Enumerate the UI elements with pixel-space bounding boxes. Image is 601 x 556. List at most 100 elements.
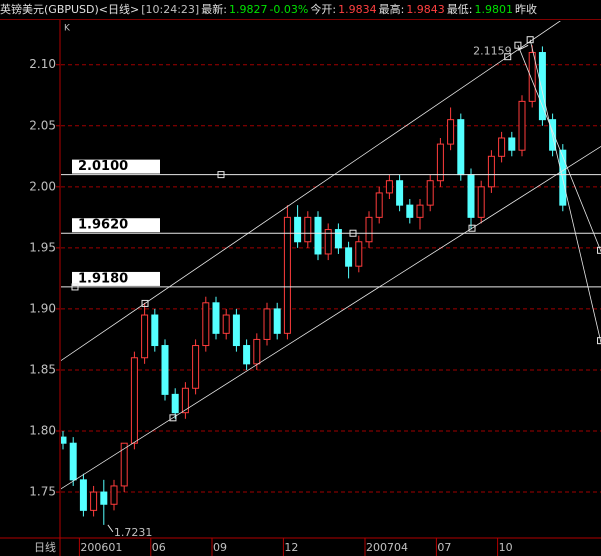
x-tick-label: 06 [152,541,166,554]
candle-body [273,308,281,334]
y-tick-label: 2.00 [29,179,56,193]
candle-body [202,302,210,347]
quote-label: 最低: [446,3,473,16]
candle-body [396,180,404,206]
candle-body [416,204,424,218]
price-label: 2.1159 [473,44,512,57]
panel-label: K [64,24,71,34]
quote-value: 1.9834 [338,3,377,16]
candle-body [518,100,526,151]
candle-body [436,143,444,182]
candle-body [243,345,251,365]
candle-body [110,485,118,505]
y-tick-label: 2.05 [29,118,56,132]
handle [514,41,522,49]
candle-body [426,180,434,206]
candle-body [90,491,98,511]
handle [468,224,476,232]
y-tick-label: 1.80 [29,424,56,438]
x-tick-label: 12 [284,541,298,554]
candle-body [151,314,159,347]
candle-body [314,216,322,255]
plot: 2.0100 1.9620 1.9180 2.1159 1.7231 [61,21,601,539]
candle-body [324,229,332,255]
handle [349,229,357,237]
candle-body [212,302,220,334]
y-tick-label: 2.10 [29,57,56,71]
candle-body [406,204,414,218]
level-label-bg [72,159,160,174]
x-tick-label: 200601 [80,541,122,554]
candle-body [222,314,230,334]
candle-body [498,137,506,157]
trendline [517,45,601,253]
level-label: 2.0100 [78,159,128,174]
candle-body [69,442,77,481]
candle-body [161,345,169,395]
handle [169,414,177,422]
time: [10:24:23] [141,3,200,16]
price-pointer [107,524,114,533]
level-label-bg [72,271,160,286]
quote-label: 最新: [201,3,227,16]
price-pointer [517,44,529,51]
x-tick-label: 09 [213,541,227,554]
candle-body [334,229,342,249]
candle-body [141,314,149,359]
candle-body [192,345,200,389]
candle-body [120,442,128,487]
tail: 昨收 [515,3,538,16]
candle-body [171,393,179,414]
price-label: 1.7231 [114,526,153,539]
candle-body [294,216,302,243]
candle-body [375,192,383,218]
y-tick-label: 1.90 [29,301,56,315]
candle-body [365,216,373,243]
candle-body [61,436,67,444]
trendline [61,21,561,362]
level-label: 1.9180 [78,271,128,286]
candle-body [467,174,475,218]
candle-body [304,216,312,243]
handle [526,36,534,44]
level-label-bg [72,218,160,233]
quote-label: 今开: [310,3,337,16]
candle-body [232,314,240,347]
trendline [61,145,601,490]
handle [217,171,225,179]
level-label: 1.9620 [78,218,128,233]
candle-body [130,357,138,444]
quote-label: 最高: [378,3,405,16]
candle-body [528,52,536,102]
quote-value: 1.9801 [474,3,514,16]
quote-bar: 英镑美元(GBPUSD)<日线> [10:24:23] 最新: 1.9827 -0.03… [0,0,601,20]
quote-value: -0.03% [269,3,309,16]
y-tick-label: 1.95 [29,240,56,254]
candle-body [447,119,455,145]
candle-body [263,308,271,340]
title: 英镑美元(GBPUSD)<日线> [0,3,140,16]
x-tick-label: 10 [499,541,513,554]
candle-body [355,241,363,267]
quote-value: 1.9843 [406,3,445,16]
candle-body [100,491,108,505]
candle-body [253,338,261,365]
trendline [529,39,601,345]
candle-body [457,119,465,176]
handle [504,53,512,61]
y-tick-label: 1.85 [29,362,56,376]
handle [141,299,149,307]
candle-body [283,216,291,334]
candle-body [345,247,353,267]
y-tick-label: 1.75 [29,485,56,499]
candle-body [477,186,485,218]
quote-value: 1.9827 [228,3,268,16]
candle-body [181,387,189,414]
candle-body [79,479,87,511]
candle-body [487,155,495,188]
x-tick-label: 200704 [366,541,408,554]
candle-body [538,52,546,121]
candle-body [508,137,516,151]
